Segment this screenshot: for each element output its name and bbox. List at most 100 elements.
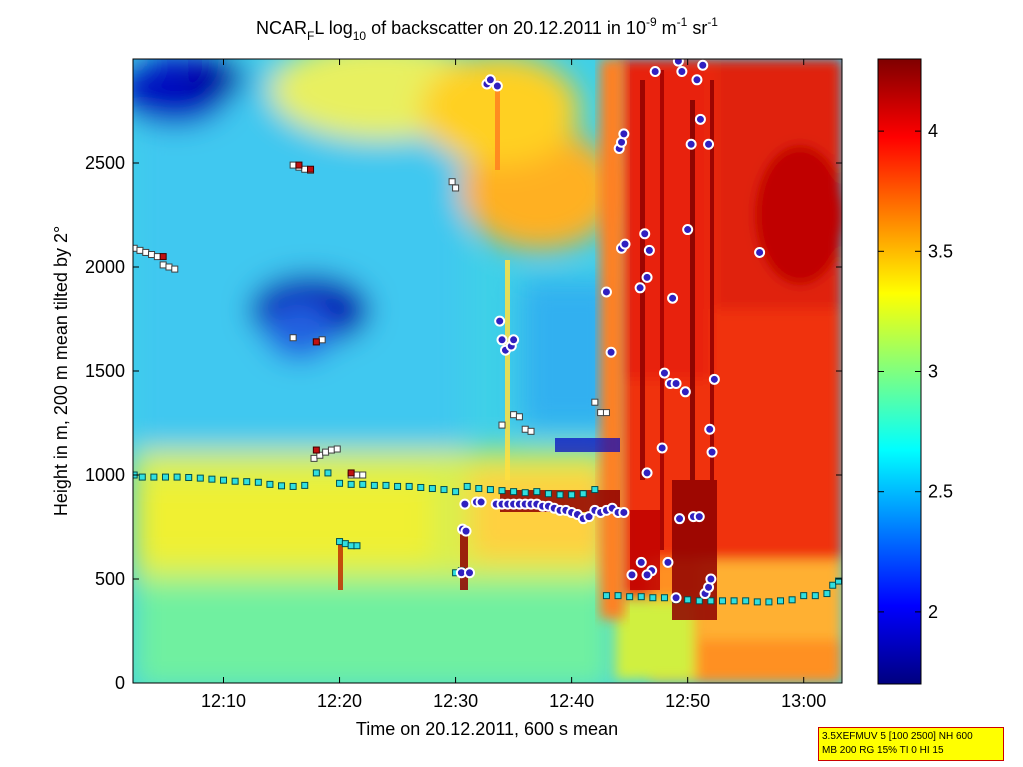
blue-circle-marker <box>705 573 717 585</box>
blue-circle-marker <box>643 244 655 256</box>
white-square-marker <box>289 334 297 342</box>
cyan-square-marker <box>196 474 204 482</box>
cyan-square-lower-marker <box>353 542 361 550</box>
cyan-square-marker <box>417 483 425 491</box>
cyan-square-marker <box>823 590 831 598</box>
parameter-info-box: 3.5XEFMUV 5 [100 2500] NH 600 MB 200 RG … <box>818 727 1004 761</box>
cyan-square-marker <box>776 597 784 605</box>
cyan-square-marker <box>382 481 390 489</box>
info-line-1: 3.5XEFMUV 5 [100 2500] NH 600 <box>822 731 973 742</box>
cyan-square-marker <box>254 478 262 486</box>
white-square-marker <box>591 398 599 406</box>
cyan-square-marker <box>312 469 320 477</box>
white-square-marker <box>327 446 335 454</box>
cyan-square-marker <box>602 592 610 600</box>
y-axis: 0 500 1000 1500 2000 2500 <box>85 153 842 693</box>
x-tick-label: 12:20 <box>317 691 362 711</box>
x-tick-label: 12:40 <box>549 691 594 711</box>
y-axis-label: Height in m, 200 m mean tilted by 2° <box>51 226 71 516</box>
blue-circle-marker <box>464 567 476 579</box>
cyan-square-marker <box>684 596 692 604</box>
cyan-square-marker <box>637 593 645 601</box>
chart-title: NCARFL log10 of backscatter on 20.12.201… <box>256 15 718 43</box>
cyan-square-marker <box>394 482 402 490</box>
x-axis: 12:10 12:20 12:30 12:40 12:50 13:00 <box>201 59 826 711</box>
blue-circle-marker <box>685 138 697 150</box>
blue-circle-marker <box>694 113 706 125</box>
heatmap-field <box>133 59 842 683</box>
info-line-2: MB 200 RG 15% TI 0 HI 15 <box>822 745 944 756</box>
cyan-square-marker <box>301 481 309 489</box>
cyan-square-lower-marker <box>347 542 355 550</box>
white-square-marker <box>133 244 138 252</box>
white-square-marker <box>527 427 535 435</box>
cyan-square-marker <box>742 597 750 605</box>
cyan-square-lower-marker <box>341 540 349 548</box>
cyan-square-marker <box>208 475 216 483</box>
cyan-square-marker <box>649 594 657 602</box>
y-tick-label: 2000 <box>85 257 125 277</box>
blue-circle-marker <box>605 346 617 358</box>
cyan-square-marker <box>359 480 367 488</box>
cyan-square-marker <box>220 476 228 484</box>
cyan-square-marker <box>278 482 286 490</box>
blue-circle-marker <box>693 511 705 523</box>
white-square-marker <box>515 413 523 421</box>
cyan-square-marker <box>347 480 355 488</box>
blue-circle-marker <box>704 423 716 435</box>
cyan-square-marker <box>173 473 181 481</box>
blue-circle-marker <box>676 65 688 77</box>
blue-circle-marker <box>754 246 766 258</box>
cyan-square-marker <box>521 489 529 497</box>
blue-circle-marker <box>658 367 670 379</box>
cyan-square-marker <box>440 486 448 494</box>
white-square-marker <box>498 421 506 429</box>
data-markers <box>133 59 842 606</box>
cyan-square-marker <box>336 479 344 487</box>
colorbar-tick-label: 2.5 <box>928 482 953 502</box>
x-tick-label: 12:50 <box>665 691 710 711</box>
cyan-square-lower-marker <box>336 538 344 546</box>
cyan-square-marker <box>829 581 837 589</box>
blue-circle-marker <box>697 59 709 71</box>
white-square-marker <box>521 425 529 433</box>
blue-circle-marker <box>641 271 653 283</box>
colorbar-tick-label: 2 <box>928 602 938 622</box>
white-square-marker <box>136 246 144 254</box>
blue-circle-marker <box>484 74 496 86</box>
white-square-marker <box>353 471 361 479</box>
blue-circle-marker <box>618 128 630 140</box>
blue-circle-marker <box>706 446 718 458</box>
white-square-marker <box>148 251 156 259</box>
cyan-square-marker <box>138 473 146 481</box>
blue-circle-marker <box>634 282 646 294</box>
red-square-marker <box>312 338 320 346</box>
y-tick-label: 1000 <box>85 465 125 485</box>
cyan-square-marker <box>150 473 158 481</box>
white-square-marker <box>452 184 460 192</box>
cyan-square-marker <box>324 469 332 477</box>
red-square-marker <box>307 165 315 173</box>
blue-circle-marker <box>494 315 506 327</box>
cyan-square-marker <box>579 490 587 498</box>
white-square-marker <box>301 165 309 173</box>
cyan-square-marker <box>718 597 726 605</box>
y-tick-label: 1500 <box>85 361 125 381</box>
cyan-square-marker <box>185 473 193 481</box>
x-axis-label: Time on 20.12.2011, 600 s mean <box>356 719 618 739</box>
blue-circle-marker <box>662 556 674 568</box>
cyan-square-marker <box>266 480 274 488</box>
cyan-square-marker <box>556 491 564 499</box>
white-square-marker <box>597 409 605 417</box>
cyan-square-marker <box>486 486 494 494</box>
red-square-marker <box>312 446 320 454</box>
blue-circle-marker <box>460 525 472 537</box>
cyan-square-marker <box>243 478 251 486</box>
white-square-marker <box>448 178 456 186</box>
cyan-square-marker <box>800 592 808 600</box>
cyan-square-marker <box>568 491 576 499</box>
x-tick-label: 12:30 <box>433 691 478 711</box>
colorbar-ticks: 2 2.5 3 3.5 4 <box>878 121 953 622</box>
y-tick-label: 500 <box>95 569 125 589</box>
cyan-square-marker <box>626 593 634 601</box>
